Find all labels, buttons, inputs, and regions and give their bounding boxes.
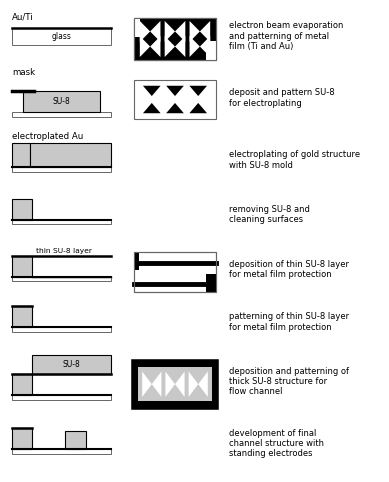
- Bar: [133, 362, 216, 407]
- Bar: [207, 274, 216, 293]
- Polygon shape: [165, 36, 175, 57]
- Bar: [12, 143, 30, 167]
- Bar: [12, 374, 32, 395]
- Text: patterning of thin SU-8 layer
for metal film protection: patterning of thin SU-8 layer for metal …: [230, 312, 349, 332]
- Text: electroplating of gold structure
with SU-8 mold: electroplating of gold structure with SU…: [230, 150, 361, 170]
- Text: Au/Ti: Au/Ti: [12, 13, 33, 22]
- Bar: [207, 41, 216, 60]
- Polygon shape: [143, 103, 161, 113]
- Polygon shape: [152, 372, 161, 397]
- Polygon shape: [175, 372, 184, 397]
- Bar: [133, 252, 138, 270]
- Bar: [23, 91, 100, 112]
- Bar: [12, 27, 112, 45]
- Bar: [133, 18, 216, 60]
- Polygon shape: [165, 21, 175, 42]
- Text: thin SU-8 layer: thin SU-8 layer: [36, 248, 92, 254]
- Bar: [12, 220, 112, 224]
- Text: deposit and pattern SU-8
for electroplating: deposit and pattern SU-8 for electroplat…: [230, 88, 335, 108]
- Polygon shape: [189, 36, 200, 57]
- Polygon shape: [140, 36, 150, 57]
- Polygon shape: [165, 372, 175, 397]
- Bar: [12, 306, 32, 327]
- Text: electron beam evaporation
and patterning of metal
film (Ti and Au): electron beam evaporation and patterning…: [230, 21, 344, 51]
- Bar: [12, 449, 112, 454]
- Polygon shape: [140, 21, 150, 42]
- Bar: [133, 80, 216, 119]
- Bar: [12, 428, 32, 449]
- Bar: [133, 18, 140, 37]
- Polygon shape: [143, 86, 161, 96]
- Text: glass: glass: [52, 32, 72, 40]
- Text: deposition of thin SU-8 layer
for metal film protection: deposition of thin SU-8 layer for metal …: [230, 260, 349, 279]
- Polygon shape: [175, 36, 185, 57]
- Bar: [133, 252, 216, 293]
- Bar: [32, 355, 112, 374]
- Text: electroplated Au: electroplated Au: [12, 132, 83, 141]
- Text: removing SU-8 and
cleaning surfaces: removing SU-8 and cleaning surfaces: [230, 205, 310, 225]
- Bar: [30, 143, 112, 167]
- Polygon shape: [142, 372, 152, 397]
- Bar: [12, 112, 112, 117]
- Polygon shape: [150, 36, 160, 57]
- Bar: [65, 430, 86, 449]
- Polygon shape: [200, 36, 210, 57]
- Bar: [12, 327, 112, 332]
- Bar: [12, 395, 112, 400]
- Bar: [12, 277, 112, 281]
- Polygon shape: [166, 86, 184, 96]
- Bar: [133, 18, 216, 60]
- Bar: [133, 266, 138, 270]
- Polygon shape: [175, 21, 185, 42]
- Text: SU-8: SU-8: [63, 360, 81, 369]
- Bar: [133, 252, 216, 293]
- Text: development of final
channel structure with
standing electrodes: development of final channel structure w…: [230, 428, 324, 458]
- Polygon shape: [189, 21, 200, 42]
- Polygon shape: [200, 21, 210, 42]
- Text: SU-8: SU-8: [53, 97, 70, 106]
- Polygon shape: [189, 103, 207, 113]
- Text: deposition and patterning of
thick SU-8 structure for
flow channel: deposition and patterning of thick SU-8 …: [230, 367, 349, 397]
- Bar: [12, 199, 32, 220]
- Polygon shape: [150, 21, 160, 42]
- Bar: [138, 367, 212, 401]
- Polygon shape: [189, 372, 198, 397]
- Bar: [133, 18, 216, 60]
- Text: mask: mask: [12, 67, 35, 77]
- Polygon shape: [166, 103, 184, 113]
- Polygon shape: [189, 86, 207, 96]
- Polygon shape: [198, 372, 208, 397]
- Bar: [12, 256, 32, 277]
- Bar: [12, 167, 112, 172]
